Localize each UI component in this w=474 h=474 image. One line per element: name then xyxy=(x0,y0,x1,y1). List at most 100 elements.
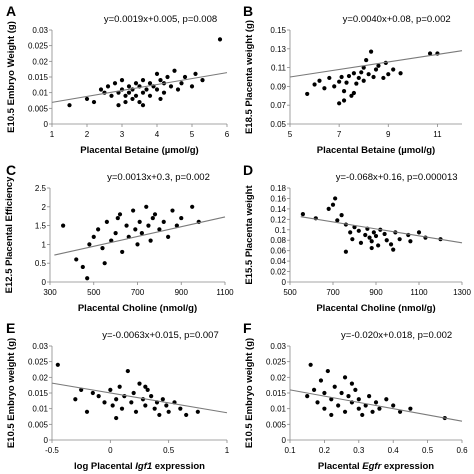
data-point xyxy=(329,397,334,402)
x-axis-title-segment: Placental Choline (nmol/g) xyxy=(78,303,197,314)
y-tick-label: 0.08 xyxy=(270,236,286,245)
data-point xyxy=(195,409,200,414)
y-tick-label: 0.01 xyxy=(32,405,48,414)
data-point xyxy=(381,75,386,81)
data-point xyxy=(178,406,183,411)
y-tick-label: 0.5 xyxy=(35,259,47,268)
data-point xyxy=(339,213,344,218)
data-point xyxy=(67,103,72,108)
data-point xyxy=(408,239,413,244)
data-point xyxy=(116,103,121,108)
data-point xyxy=(366,72,371,77)
data-point xyxy=(346,394,351,399)
data-point xyxy=(356,228,361,233)
data-point xyxy=(135,242,140,247)
data-point xyxy=(130,96,135,102)
y-tick-label: 0.015 xyxy=(266,389,287,398)
y-tick-label: 0.01 xyxy=(270,405,286,414)
data-point xyxy=(91,99,97,105)
x-tick-label: 5 xyxy=(190,130,195,139)
y-tick-label: 0.02 xyxy=(270,268,286,277)
data-point xyxy=(126,84,132,89)
y-tick-label: 0 xyxy=(282,436,287,445)
data-point xyxy=(391,67,396,72)
y-tick-label: 1.5 xyxy=(35,222,47,231)
data-point xyxy=(87,242,92,247)
x-tick-label: 2 xyxy=(85,130,90,139)
x-tick-label: 1100 xyxy=(410,288,428,297)
data-point xyxy=(376,243,381,248)
data-point xyxy=(322,406,327,411)
data-point xyxy=(131,390,136,396)
y-tick-label: 0.04 xyxy=(270,257,286,266)
y-tick-label: 2 xyxy=(42,203,47,212)
data-point xyxy=(137,381,142,386)
data-point xyxy=(342,409,348,414)
data-point xyxy=(339,390,344,396)
y-tick-label: 0.03 xyxy=(32,26,48,35)
x-tick-label: 9 xyxy=(386,130,391,139)
x-axis-title-segment: Placental xyxy=(318,461,362,472)
data-point xyxy=(168,84,174,89)
data-point xyxy=(312,82,317,87)
data-point xyxy=(369,239,374,244)
data-point xyxy=(351,90,356,96)
y-tick-label: 0.015 xyxy=(28,389,49,398)
panel-letter: A xyxy=(6,3,16,19)
x-tick-label: 0 xyxy=(108,446,113,455)
y-tick-label: 0.02 xyxy=(270,373,286,382)
data-point xyxy=(80,264,85,270)
data-point xyxy=(158,96,163,102)
data-point xyxy=(61,223,66,228)
trend-line xyxy=(289,389,463,422)
data-point xyxy=(152,212,158,217)
data-point xyxy=(368,49,374,54)
y-tick-label: 0.02 xyxy=(32,373,48,382)
y-tick-label: 0.15 xyxy=(270,26,286,35)
data-point xyxy=(356,397,361,402)
data-point xyxy=(166,409,171,414)
x-tick-label: 1 xyxy=(50,130,55,139)
data-point xyxy=(329,412,334,418)
chart-panel-b: B 0.05 0.07 0.09 0.11 0.13 0.15 5 7 9 11 y=0.0040x+… xyxy=(243,3,463,156)
data-point xyxy=(102,261,107,266)
data-point xyxy=(125,368,130,374)
data-point xyxy=(143,384,148,389)
data-point xyxy=(346,73,352,79)
y-axis-title: E10.5 Embryo weight (g) xyxy=(6,338,17,448)
data-point xyxy=(110,403,115,408)
data-point xyxy=(427,51,433,56)
data-point xyxy=(361,78,366,83)
data-point xyxy=(147,81,153,86)
x-tick-label: 700 xyxy=(326,288,340,297)
data-point xyxy=(96,227,101,232)
data-point xyxy=(133,93,139,98)
x-axis-title-segment: Placental Betaine (µmol/g) xyxy=(80,145,198,156)
data-point xyxy=(305,91,310,97)
trend-line xyxy=(54,216,226,256)
x-tick-label: 0.6 xyxy=(456,446,468,455)
data-point xyxy=(388,242,394,247)
trend-line xyxy=(300,216,463,244)
regression-equation: y=-0.0063x+0.015, p=0.007 xyxy=(102,330,218,341)
trend-line xyxy=(51,72,228,103)
data-point xyxy=(373,233,379,239)
data-point xyxy=(369,245,374,251)
data-point xyxy=(157,227,162,232)
data-point xyxy=(356,406,361,411)
panel-letter: F xyxy=(243,320,252,336)
x-axis-title-segment: Egfr xyxy=(362,461,382,472)
data-point xyxy=(397,237,402,242)
data-point xyxy=(327,75,332,81)
data-point xyxy=(341,89,347,94)
y-tick-label: 0.1 xyxy=(275,226,287,235)
y-tick-label: 0.18 xyxy=(270,184,286,193)
data-point xyxy=(148,238,153,243)
x-tick-label: 1 xyxy=(225,446,230,455)
data-point xyxy=(102,400,107,405)
regression-equation: y=-0.068x+0.16, p=0.000013 xyxy=(336,172,458,183)
y-tick-label: 0.025 xyxy=(28,42,49,51)
data-point xyxy=(326,206,331,211)
data-point xyxy=(157,412,162,418)
